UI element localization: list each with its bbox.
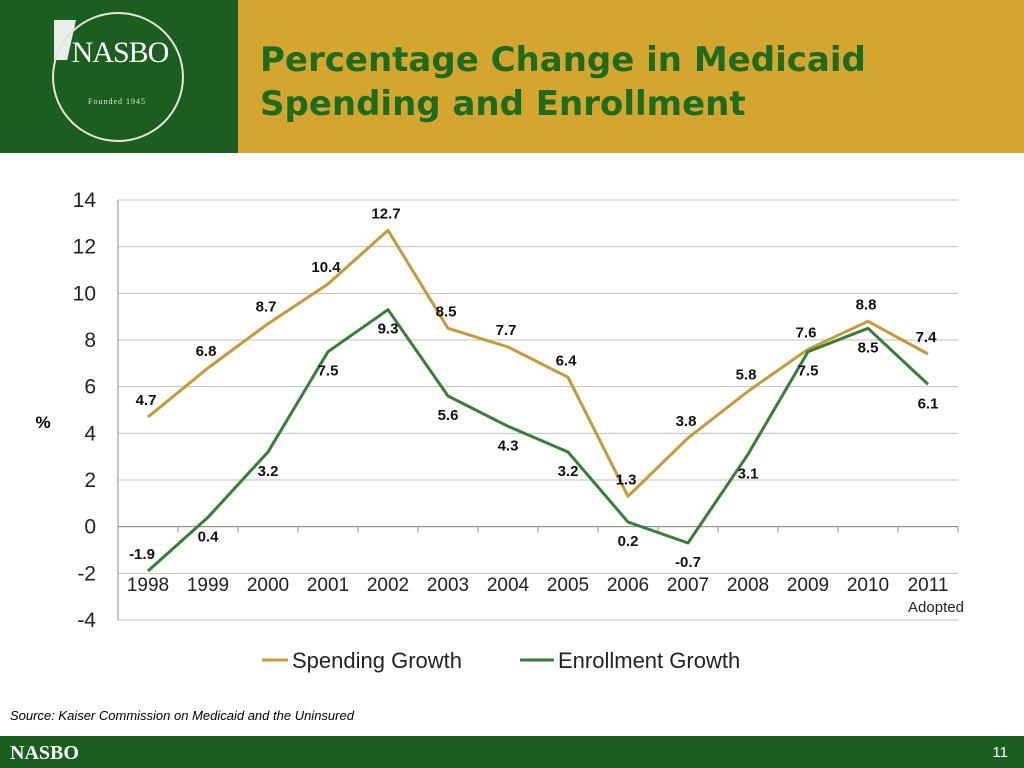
spending-data-label: 3.8 (676, 413, 697, 430)
spending-data-label: 7.4 (916, 329, 938, 346)
spending-data-label: 6.8 (196, 343, 217, 360)
enrollment-data-label: 3.2 (258, 463, 279, 480)
spending-data-label: 8.8 (856, 296, 877, 313)
y-tick-label: 6 (84, 376, 96, 399)
x-tick-label: 2008 (727, 575, 769, 596)
line-chart: 14 12 10 8 6 4 2 0 -2 -4 1998 1999 2000 2001 2002 2003 2… (35, 189, 964, 673)
enrollment-data-label: 3.1 (738, 465, 759, 482)
enrollment-data-label: 4.3 (498, 437, 519, 454)
y-tick-label: 10 (73, 282, 96, 305)
spending-data-label: 6.4 (556, 352, 578, 369)
x-tick-label: 2004 (487, 575, 530, 596)
legend-label-spending: Spending Growth (292, 648, 462, 673)
y-tick-label: 2 (84, 469, 96, 492)
spending-data-label: 5.8 (736, 366, 757, 383)
x-tick-label: 1998 (127, 575, 169, 596)
enrollment-data-label: 8.5 (858, 339, 879, 356)
spending-data-label: 10.4 (311, 259, 341, 276)
enrollment-data-label: 0.2 (618, 533, 639, 550)
legend-label-enrollment: Enrollment Growth (558, 648, 740, 673)
x-tick-note: Adopted (908, 599, 964, 616)
spending-data-label: 8.7 (256, 299, 277, 316)
y-tick-label: 0 (84, 516, 96, 539)
x-tick-label: 2010 (847, 575, 889, 596)
y-tick-label: -4 (77, 609, 96, 632)
spending-line (147, 228, 929, 498)
x-tick-label: 2006 (607, 575, 649, 596)
y-axis-label: % (35, 413, 50, 432)
x-tick-label: 2001 (307, 575, 349, 596)
spending-data-label: 8.5 (436, 303, 457, 320)
y-tick-label: 8 (84, 329, 96, 352)
spending-data-label: 12.7 (371, 205, 400, 222)
x-tick-label: 2009 (787, 575, 829, 596)
logo-seal-icon (52, 12, 184, 142)
spending-data-label: 7.7 (496, 322, 517, 339)
title-line-2: Spending and Enrollment (260, 84, 746, 124)
logo-subtitle: Founded 1945 (88, 97, 146, 106)
x-tick-label: 1999 (187, 575, 229, 596)
footer-bar: NASBO 11 (0, 736, 1024, 768)
enrollment-line (146, 308, 930, 573)
x-tick-label: 2007 (667, 575, 709, 596)
x-tick-label: 2005 (547, 575, 589, 596)
x-tick-label: 2003 (427, 575, 469, 596)
y-tick-label: -2 (77, 562, 96, 585)
y-tick-label: 14 (73, 189, 97, 212)
logo-text: NASBO (71, 36, 170, 69)
enrollment-data-label: 0.4 (198, 528, 220, 545)
spending-data-label: 1.3 (616, 471, 637, 488)
enrollment-data-label: 7.5 (318, 363, 339, 380)
logo-panel: NASBO Founded 1945 (0, 0, 238, 153)
enrollment-data-label: -0.7 (675, 554, 701, 571)
enrollment-data-label: 9.3 (378, 321, 399, 338)
title-line-1: Percentage Change in Medicaid (260, 40, 866, 80)
spending-data-label: 7.6 (796, 324, 817, 341)
page-number: 11 (992, 744, 1008, 761)
footer-brand: NASBO (10, 742, 79, 764)
x-tick-label: 2011 (908, 575, 949, 596)
slide-title: Percentage Change in Medicaid Spending a… (260, 38, 1020, 126)
enrollment-data-label: 6.1 (918, 395, 939, 412)
x-tick-label: 2002 (367, 575, 409, 596)
enrollment-data-label: -1.9 (129, 546, 155, 563)
enrollment-data-label: 7.5 (798, 363, 819, 380)
y-tick-label: 12 (73, 236, 96, 259)
y-tick-label: 4 (84, 422, 96, 445)
enrollment-data-label: 3.2 (558, 463, 579, 480)
source-note: Source: Kaiser Commission on Medicaid an… (10, 708, 354, 723)
enrollment-data-label: 5.6 (438, 407, 459, 424)
spending-data-label: 4.7 (136, 392, 157, 409)
title-panel: Percentage Change in Medicaid Spending a… (238, 0, 1024, 153)
x-tick-label: 2000 (247, 575, 289, 596)
